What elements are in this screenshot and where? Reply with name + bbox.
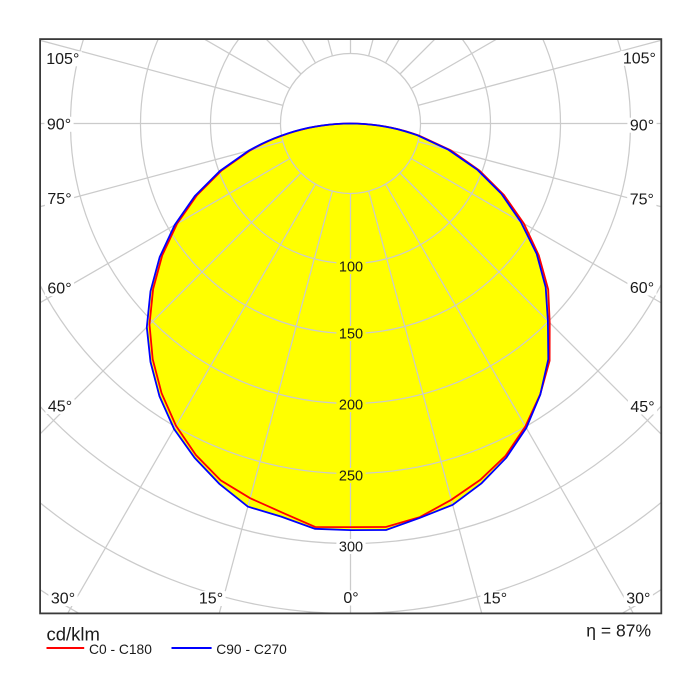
svg-text:30°: 30° xyxy=(626,591,650,608)
svg-text:75°: 75° xyxy=(630,192,654,209)
svg-text:15°: 15° xyxy=(483,591,507,608)
svg-text:45°: 45° xyxy=(48,399,72,416)
svg-text:90°: 90° xyxy=(47,117,71,134)
svg-text:15°: 15° xyxy=(199,591,223,608)
svg-text:cd/klm: cd/klm xyxy=(47,624,100,645)
svg-text:150: 150 xyxy=(339,327,363,343)
svg-text:90°: 90° xyxy=(630,117,654,134)
svg-text:0°: 0° xyxy=(343,590,358,607)
svg-text:45°: 45° xyxy=(630,399,654,416)
svg-text:C0 - C180: C0 - C180 xyxy=(89,642,152,657)
svg-text:105°: 105° xyxy=(623,51,656,68)
svg-text:250: 250 xyxy=(339,469,363,485)
svg-text:300: 300 xyxy=(339,540,363,556)
svg-text:30°: 30° xyxy=(51,591,75,608)
svg-text:η = 87%: η = 87% xyxy=(586,621,651,641)
svg-text:60°: 60° xyxy=(47,281,71,298)
svg-text:C90 - C270: C90 - C270 xyxy=(216,642,287,657)
svg-text:105°: 105° xyxy=(46,51,79,68)
svg-text:60°: 60° xyxy=(630,280,654,297)
svg-text:200: 200 xyxy=(339,398,363,414)
svg-text:75°: 75° xyxy=(47,191,71,208)
svg-text:100: 100 xyxy=(339,260,363,276)
